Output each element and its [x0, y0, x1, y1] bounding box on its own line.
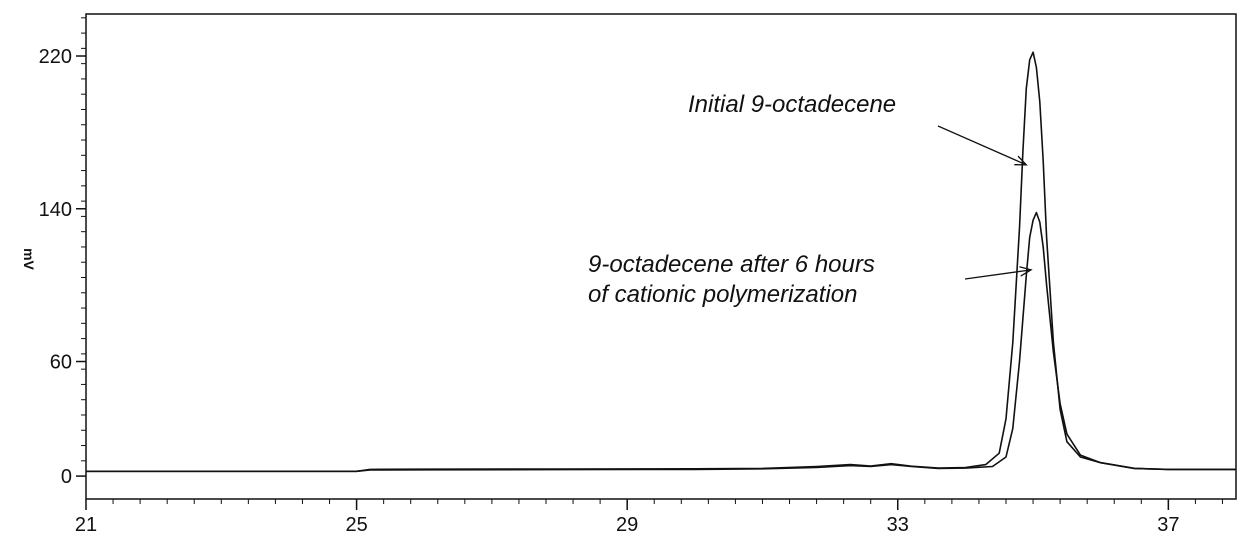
y-tick-label: 0	[61, 466, 72, 488]
annotation-text: Initial 9-octadecene	[688, 91, 896, 118]
y-tick-label: 140	[39, 199, 72, 221]
annotation-1: Initial 9-octadecene	[688, 91, 1028, 166]
annotation-arrowhead	[1014, 155, 1028, 166]
x-tick-label: 37	[1157, 514, 1179, 535]
y-axis: 0 60 140 220	[39, 46, 86, 488]
series-layer	[86, 51, 1236, 473]
annotation-2: 9-octadecene after 6 hours of cationic po…	[588, 251, 1033, 308]
y-axis-label: mV	[21, 248, 37, 270]
x-tick-label: 33	[887, 514, 909, 535]
x-axis: 21 25 29 33 37	[75, 499, 1179, 535]
x-tick-label: 21	[75, 514, 97, 535]
x-tick-label: 25	[345, 514, 367, 535]
annotation-arrow	[964, 269, 1032, 280]
annotation-arrowhead	[1019, 266, 1033, 277]
annotation-arrow	[937, 125, 1027, 166]
series-line-2	[86, 211, 1236, 473]
x-tick-label: 29	[616, 514, 638, 535]
minor-ticks	[81, 17, 1223, 504]
plot-area	[85, 13, 1237, 500]
annotations: Initial 9-octadecene 9-octadecene after 6…	[588, 91, 1033, 308]
y-tick-label: 60	[50, 352, 72, 374]
annotation-text: of cationic polymerization	[588, 281, 857, 308]
y-tick-label: 220	[39, 46, 72, 68]
annotation-text: 9-octadecene after 6 hours	[588, 251, 875, 278]
plot-frame	[85, 13, 1237, 500]
